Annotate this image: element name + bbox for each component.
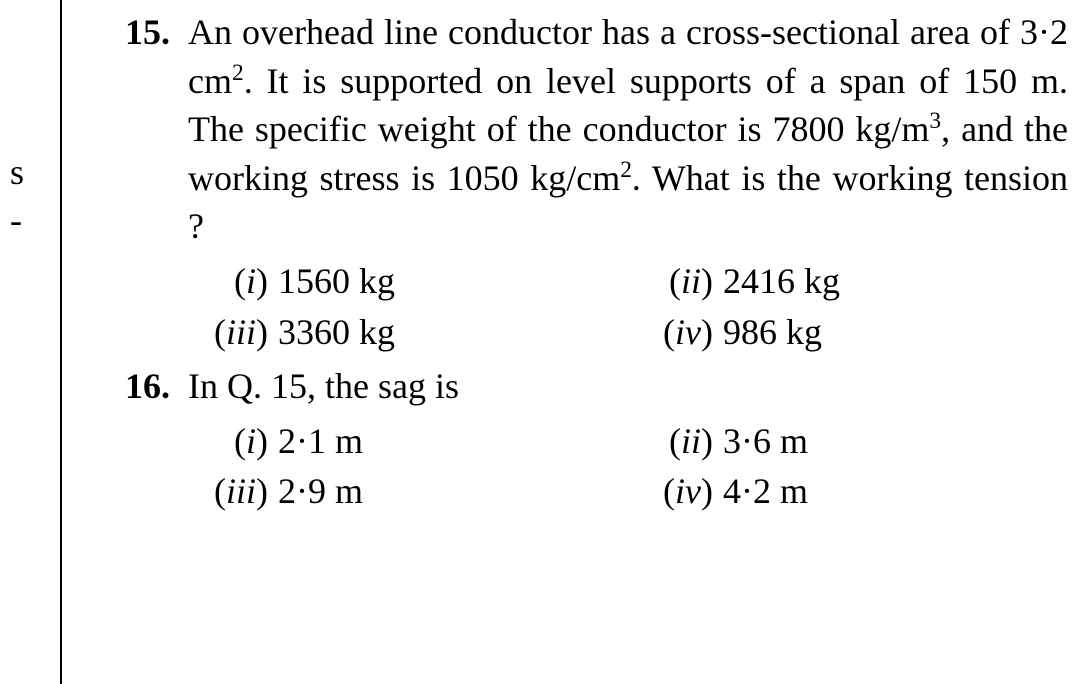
option-label: (iii) (188, 467, 278, 516)
option-label: (iii) (188, 308, 278, 357)
option-label: (i) (188, 417, 278, 466)
option-iii: (iii) 2·9 m (188, 467, 623, 516)
option-label: (ii) (633, 257, 723, 306)
question-text: An overhead line conductor has a cross-s… (188, 8, 1068, 251)
option-i: (i) 1560 kg (188, 257, 623, 306)
question-options: (i) 2·1 m (ii) 3·6 m (iii) 2·9 m (iv) 4·… (188, 417, 1068, 516)
option-value: 2416 kg (723, 257, 1068, 306)
question-body: In Q. 15, the sag is (i) 2·1 m (ii) 3·6 … (188, 362, 1068, 516)
content: 15. An overhead line conductor has a cro… (90, 8, 1068, 516)
option-value: 3·6 m (723, 417, 1068, 466)
option-label: (iv) (633, 467, 723, 516)
option-iv: (iv) 4·2 m (633, 467, 1068, 516)
option-value: 1560 kg (278, 257, 623, 306)
margin-fragment: - (10, 196, 22, 245)
option-iv: (iv) 986 kg (633, 308, 1068, 357)
question-text: In Q. 15, the sag is (188, 362, 1068, 411)
vertical-rule (60, 0, 62, 684)
option-iii: (iii) 3360 kg (188, 308, 623, 357)
option-value: 4·2 m (723, 467, 1068, 516)
option-label: (i) (188, 257, 278, 306)
option-value: 2·9 m (278, 467, 623, 516)
question-15: 15. An overhead line conductor has a cro… (90, 8, 1068, 356)
option-label: (ii) (633, 417, 723, 466)
option-value: 986 kg (723, 308, 1068, 357)
option-ii: (ii) 2416 kg (633, 257, 1068, 306)
margin-fragment: s (10, 148, 24, 197)
question-number: 15. (90, 8, 188, 356)
option-value: 2·1 m (278, 417, 623, 466)
question-body: An overhead line conductor has a cross-s… (188, 8, 1068, 356)
left-margin: s - (0, 0, 58, 684)
question-number: 16. (90, 362, 188, 516)
page: s - 15. An overhead line conductor has a… (0, 0, 1080, 684)
option-label: (iv) (633, 308, 723, 357)
option-i: (i) 2·1 m (188, 417, 623, 466)
option-value: 3360 kg (278, 308, 623, 357)
option-ii: (ii) 3·6 m (633, 417, 1068, 466)
question-options: (i) 1560 kg (ii) 2416 kg (iii) 3360 kg (… (188, 257, 1068, 356)
question-16: 16. In Q. 15, the sag is (i) 2·1 m (ii) … (90, 362, 1068, 516)
